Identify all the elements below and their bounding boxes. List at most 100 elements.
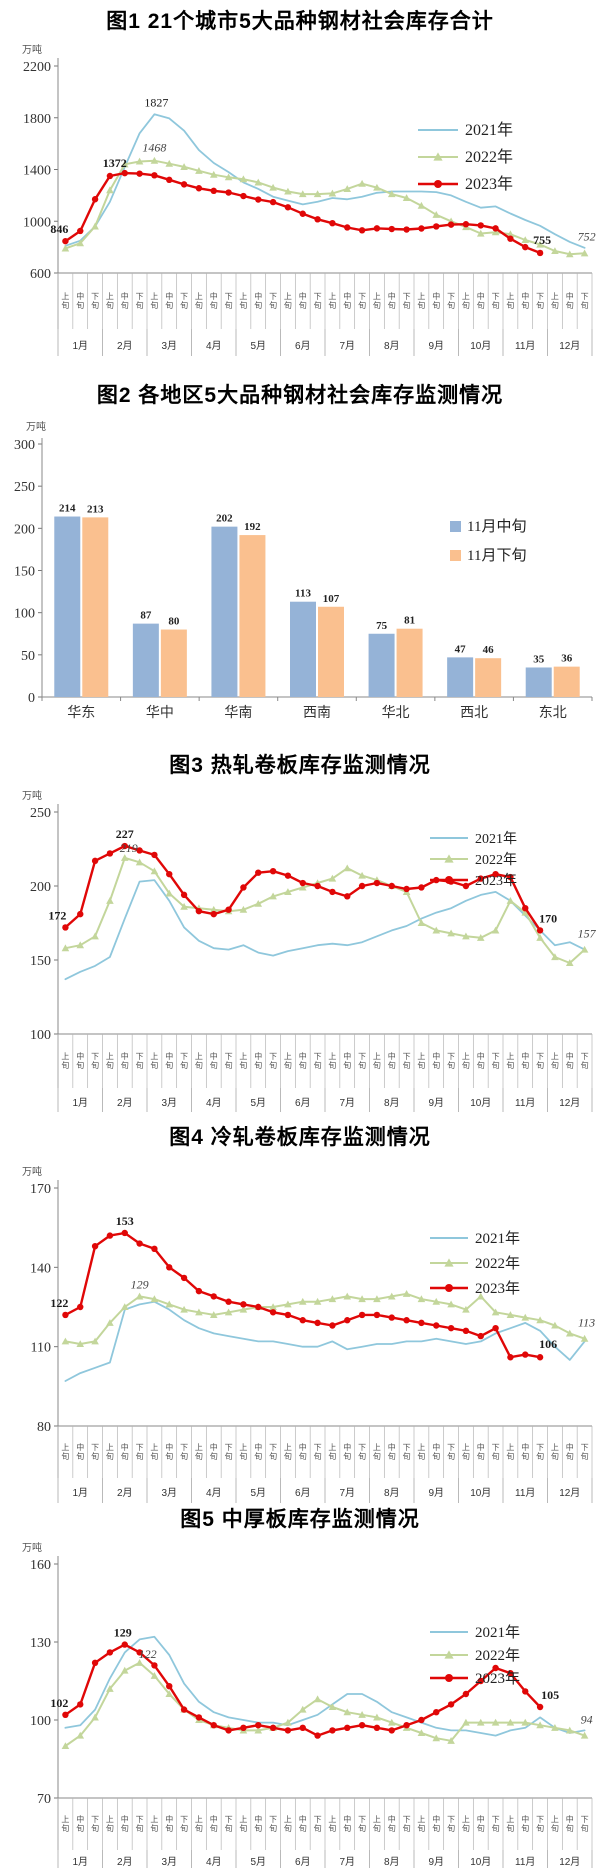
svg-text:旬: 旬	[462, 1823, 470, 1833]
period-label: 上	[417, 1443, 425, 1452]
period-label: 上	[106, 1052, 114, 1061]
data-label: 113	[578, 1316, 595, 1330]
svg-text:旬: 旬	[492, 1823, 500, 1833]
period-label: 中	[210, 1051, 218, 1061]
svg-text:旬: 旬	[566, 300, 574, 310]
svg-text:旬: 旬	[210, 1451, 218, 1461]
month-label: 8月	[384, 1487, 400, 1499]
legend: 11月中旬 11月下旬	[450, 518, 526, 564]
period-label: 上	[373, 1443, 381, 1452]
svg-text:旬: 旬	[551, 1060, 559, 1070]
period-label: 下	[225, 1052, 233, 1061]
svg-text:旬: 旬	[417, 1451, 425, 1461]
svg-text:旬: 旬	[403, 1823, 411, 1833]
legend-label: 2021年	[475, 1624, 520, 1641]
month-label: 7月	[339, 340, 355, 352]
bar-value-label: 80	[168, 616, 180, 628]
period-label: 下	[536, 1443, 544, 1452]
period-label: 下	[581, 1815, 589, 1824]
svg-text:旬: 旬	[417, 300, 425, 310]
svg-text:旬: 旬	[210, 1823, 218, 1833]
series-line	[64, 856, 586, 964]
figure4-canvas: 万吨80110140170上旬中旬下旬上旬中旬下旬上旬中旬下旬上旬中旬下旬上旬中…	[22, 1165, 595, 1503]
period-label: 下	[492, 1815, 500, 1824]
svg-text:旬: 旬	[136, 300, 144, 310]
svg-text:旬: 旬	[536, 1451, 544, 1461]
period-label: 中	[165, 1051, 173, 1061]
svg-text:旬: 旬	[254, 300, 262, 310]
y-tick-label: 1800	[23, 112, 51, 127]
bar-value-label: 214	[59, 503, 76, 515]
period-label: 中	[566, 1051, 574, 1061]
month-label: 5月	[250, 1097, 266, 1109]
svg-text:旬: 旬	[136, 1823, 144, 1833]
month-label: 8月	[384, 1856, 400, 1868]
svg-text:旬: 旬	[388, 1823, 396, 1833]
data-label: 172	[48, 908, 66, 922]
period-label: 下	[447, 1815, 455, 1824]
month-label: 2月	[117, 1097, 133, 1109]
period-label: 上	[284, 292, 292, 301]
figure2-section: 图2 各地区5大品种钢材社会库存监测情况 万吨 0 50 100 150 200 250 30…	[0, 380, 600, 744]
x-axis-period-grid: 上旬中旬下旬上旬中旬下旬上旬中旬下旬上旬中旬下旬上旬中旬下旬上旬中旬下旬上旬中旬…	[57, 1426, 593, 1478]
y-tick-label: 80	[37, 1420, 51, 1435]
svg-text:旬: 旬	[180, 300, 188, 310]
data-label: 846	[50, 222, 68, 236]
data-label: 755	[533, 233, 551, 247]
svg-text:旬: 旬	[506, 1060, 514, 1070]
svg-text:旬: 旬	[521, 300, 529, 310]
data-label: 106	[539, 1337, 557, 1351]
period-label: 下	[581, 1052, 589, 1061]
bar	[290, 601, 316, 697]
figure3-canvas: 万吨100150200250上旬中旬下旬上旬中旬下旬上旬中旬下旬上旬中旬下旬上旬…	[22, 789, 597, 1112]
period-label: 上	[506, 1052, 514, 1061]
svg-text:旬: 旬	[551, 1451, 559, 1461]
period-label: 上	[239, 1052, 247, 1061]
y-tick-label: 100	[30, 1714, 51, 1729]
svg-text:旬: 旬	[121, 1823, 129, 1833]
data-label: 1372	[103, 156, 127, 170]
bar	[211, 526, 238, 697]
series-line	[64, 1292, 586, 1345]
svg-text:旬: 旬	[462, 1451, 470, 1461]
legend-label: 11月下旬	[467, 547, 526, 564]
svg-text:旬: 旬	[551, 1823, 559, 1833]
y-tick-label: 200	[30, 880, 51, 895]
period-label: 上	[195, 1052, 203, 1061]
month-label: 1月	[72, 1856, 88, 1868]
month-label: 10月	[470, 1856, 491, 1868]
period-label: 上	[284, 1815, 292, 1824]
legend-label: 11月中旬	[467, 518, 526, 535]
svg-text:旬: 旬	[254, 1060, 262, 1070]
y-tick-label: 0	[28, 691, 35, 706]
period-label: 中	[254, 1051, 262, 1061]
month-label: 3月	[161, 340, 177, 352]
period-label: 下	[358, 1443, 366, 1452]
period-label: 下	[403, 1815, 411, 1824]
month-label: 12月	[559, 1097, 580, 1109]
svg-text:旬: 旬	[254, 1823, 262, 1833]
month-label: 11月	[515, 340, 535, 352]
period-label: 下	[269, 1443, 277, 1452]
figure3-section: 图3 热轧卷板库存监测情况 万吨 100 150 200 250 上旬中旬下旬上旬中旬下旬…	[0, 750, 600, 1112]
month-label: 4月	[206, 1856, 222, 1868]
y-tick-label: 70	[37, 1792, 51, 1807]
bar-value-label: 213	[87, 503, 104, 515]
figure1-title: 图1 21个城市5大品种钢材社会库存合计	[106, 10, 494, 33]
legend-swatch	[450, 521, 461, 532]
period-label: 中	[165, 1814, 173, 1824]
figure1-canvas: 万吨6001000140018002200上旬中旬下旬上旬中旬下旬上旬中旬下旬上…	[22, 43, 596, 356]
legend: 2021年 2022年 2023年	[418, 121, 513, 193]
month-label: 12月	[559, 1856, 580, 1868]
period-label: 中	[388, 1814, 396, 1824]
series-line	[64, 113, 586, 249]
series-2022年	[61, 1289, 589, 1348]
data-label: 105	[541, 1688, 559, 1702]
bar-value-label: 36	[561, 653, 573, 665]
svg-text:旬: 旬	[314, 1451, 322, 1461]
period-label: 中	[566, 1442, 574, 1452]
y-tick-label: 300	[14, 438, 35, 453]
bar-value-label: 75	[376, 620, 388, 632]
figure2-title: 图2 各地区5大品种钢材社会库存监测情况	[96, 384, 504, 407]
